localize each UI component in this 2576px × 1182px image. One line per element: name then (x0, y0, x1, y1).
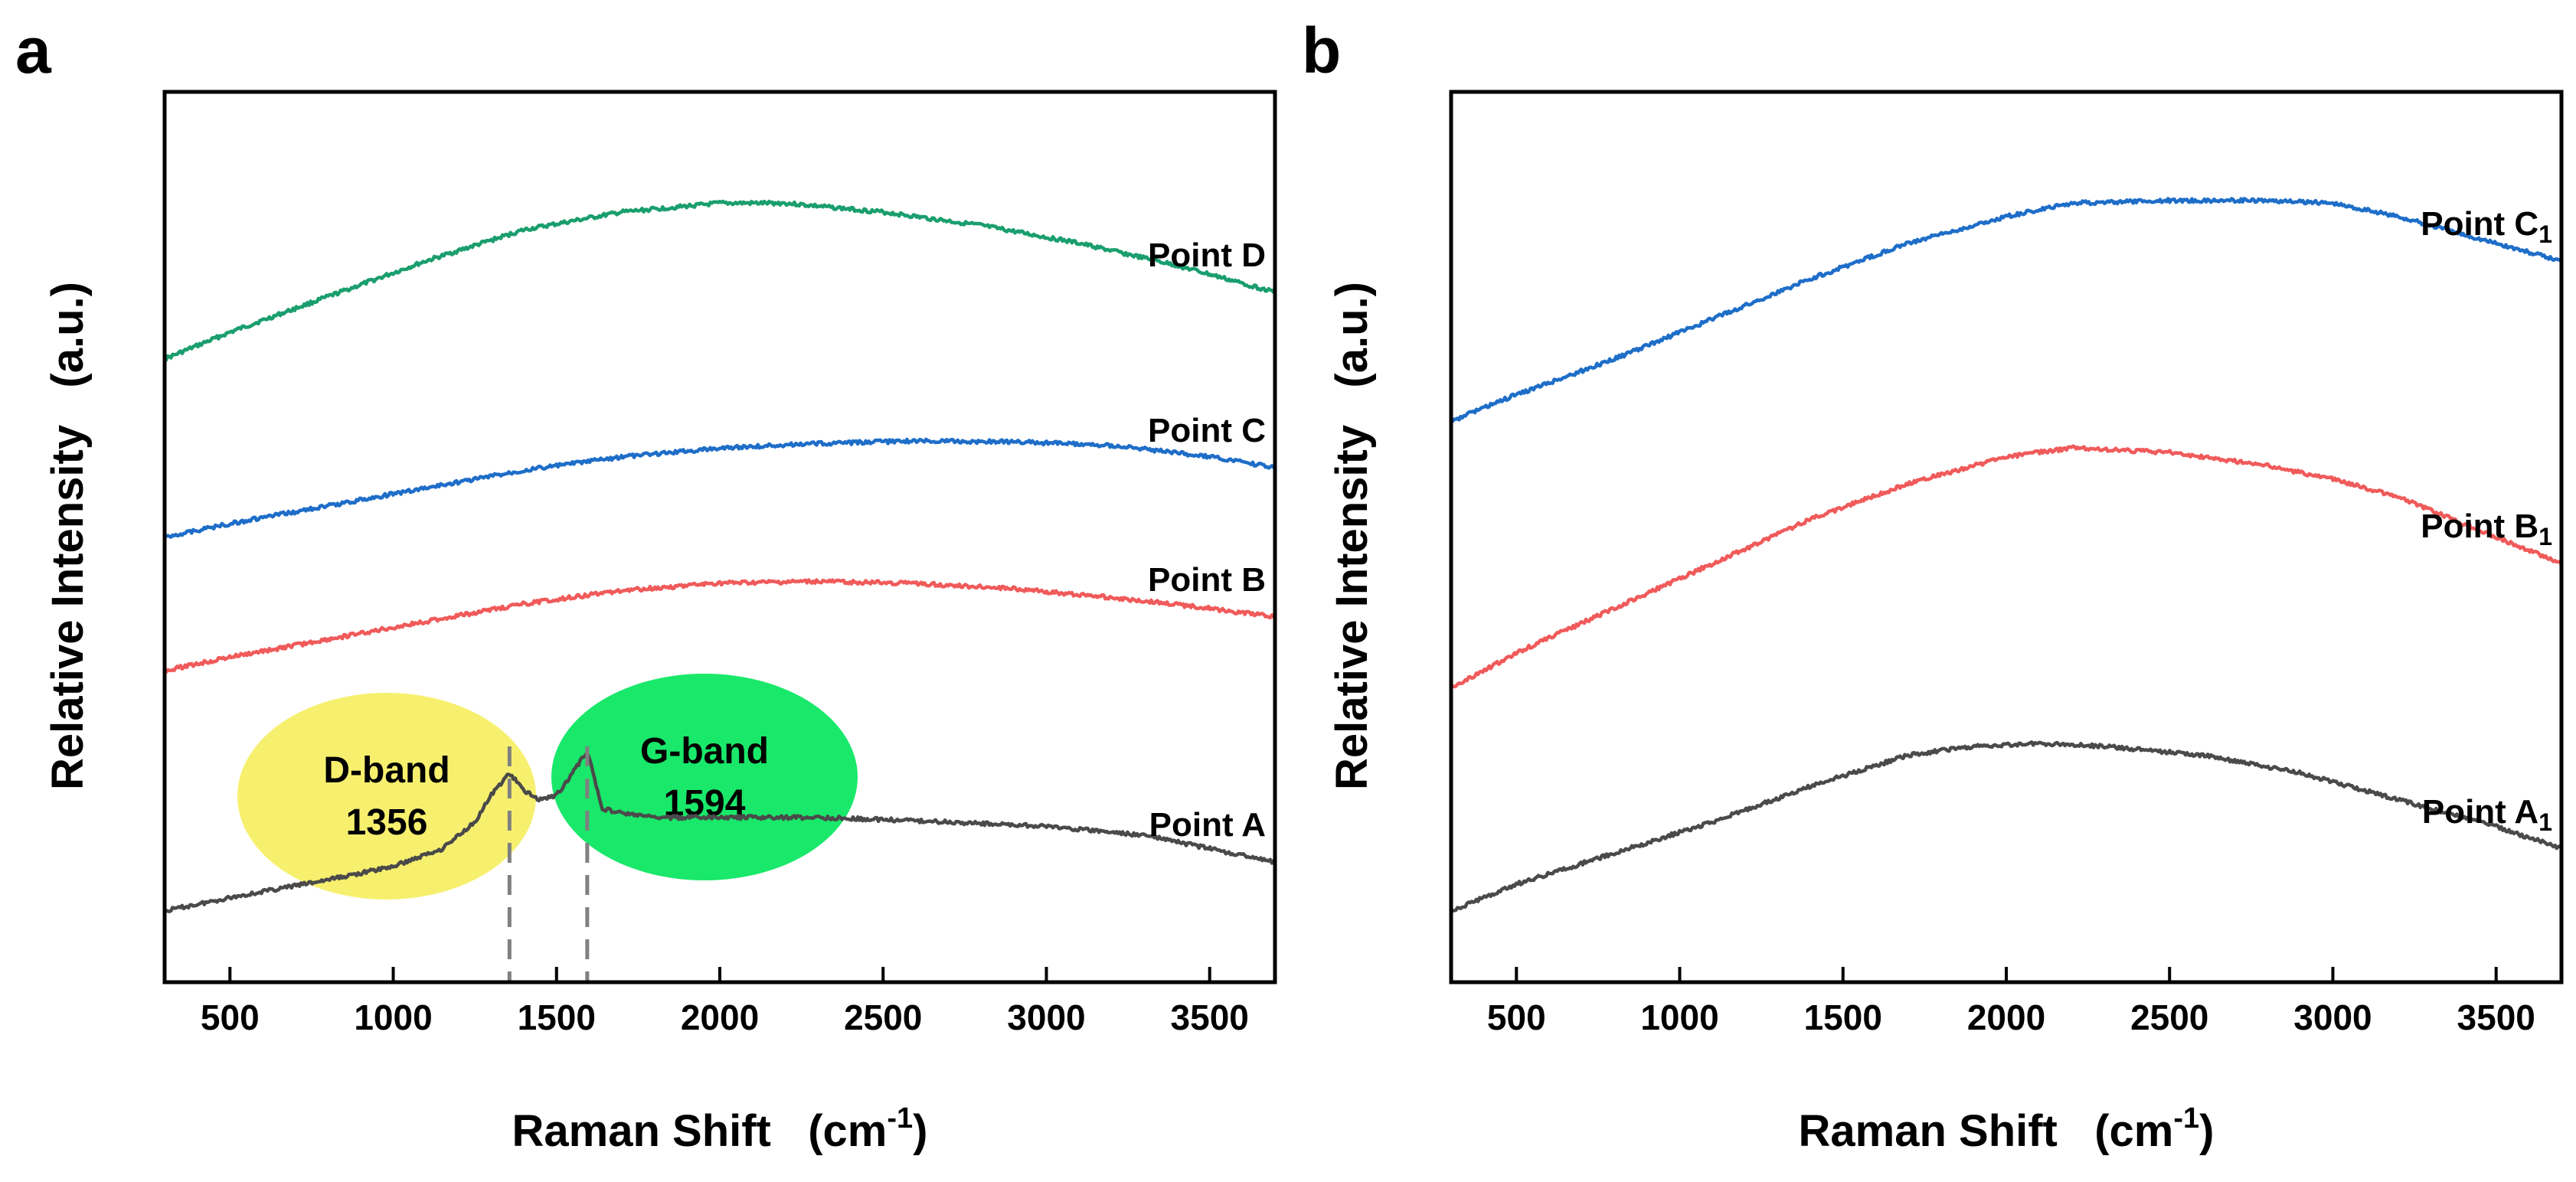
series-label-a-1: Point C (1148, 412, 1266, 449)
band-label-1: G-band (640, 731, 769, 772)
panel-b-series-labels: Point C1 Point B1 Point A1 (2421, 205, 2552, 836)
x-tick-label-b-6: 3500 (2457, 998, 2535, 1037)
series-line-b-1 (1450, 444, 2564, 689)
panel-a-letter: a (15, 15, 52, 87)
x-tick-label-a-3: 2000 (681, 998, 759, 1037)
series-label-sub-b-2: 1 (2538, 808, 2552, 836)
x-tick-label-a-4: 2500 (844, 998, 922, 1037)
x-tick-label-b-4: 2500 (2130, 998, 2208, 1037)
x-tick-label-a-0: 500 (201, 998, 260, 1037)
band-highlight-0 (237, 693, 536, 900)
series-line-a-3 (163, 751, 1276, 913)
band-label-0: D-band (323, 750, 449, 791)
x-tick-label-a-6: 3500 (1171, 998, 1249, 1037)
series-line-a-1 (163, 437, 1277, 539)
panel-b-letter: b (1302, 15, 1341, 87)
panel-b-y-axis-label: Relative Intensity (a.u.) (1327, 282, 1377, 790)
series-label-a-2: Point B (1148, 561, 1266, 599)
panel-b-frame (1449, 90, 2564, 984)
series-line-a-2 (163, 578, 1277, 674)
x-tick-label-b-5: 3000 (2293, 998, 2372, 1037)
series-label-a-3: Point A (1149, 806, 1266, 844)
series-line-a-0 (164, 199, 1276, 362)
x-tick-label-b-1: 1000 (1640, 998, 1718, 1037)
band-value-0: 1356 (346, 802, 428, 843)
panel-a-series-labels: Point D Point C Point B Point A (1148, 237, 1266, 844)
series-label-b-1: Point B1 (2421, 508, 2552, 550)
panel-a-y-axis-label: Relative Intensity (a.u.) (43, 282, 93, 790)
series-label-a-0: Point D (1148, 237, 1266, 274)
panel-a-peak-markers (507, 746, 590, 982)
x-tick-label-b-3: 2000 (1967, 998, 2045, 1037)
panel-a-x-axis-unit-close: ) (913, 1106, 927, 1156)
panel-a-x-axis-unit: (cm (808, 1106, 887, 1156)
panel-b-x-axis-unit-close: ) (2199, 1106, 2214, 1156)
x-tick-label-b-0: 500 (1487, 998, 1546, 1037)
series-label-b-2: Point A1 (2422, 793, 2552, 836)
series-label-sub-b-0: 1 (2538, 220, 2552, 248)
panel-b: b 500 1000 1500 2000 2500 3000 3500 Point C1Po… (1302, 15, 2564, 1156)
x-tick-label-a-1: 1000 (354, 998, 432, 1037)
panel-a-series (163, 199, 1277, 913)
series-label-b-0: Point C1 (2421, 205, 2552, 248)
x-tick-label-b-2: 1500 (1804, 998, 1882, 1037)
series-line-b-2 (1450, 740, 2562, 913)
series-line-b-0 (1450, 197, 2563, 424)
panel-a-x-axis-label: Raman Shift (cm-1) (512, 1102, 928, 1156)
panel-b-x-axis-unit: (cm (2094, 1106, 2173, 1156)
band-highlight-1 (551, 674, 858, 880)
series-label-sub-b-1: 1 (2538, 523, 2552, 550)
x-tick-label-a-2: 1500 (518, 998, 596, 1037)
x-tick-label-a-5: 3000 (1007, 998, 1085, 1037)
panel-a-x-axis: 500 1000 1500 2000 2500 3000 3500 (201, 967, 1249, 1037)
panel-b-x-axis: 500 1000 1500 2000 2500 3000 3500 (1487, 967, 2535, 1037)
panel-a-x-axis-title: Raman Shift (512, 1106, 771, 1156)
panel-b-x-axis-unit-sup: -1 (2173, 1102, 2199, 1135)
panel-b-series (1450, 197, 2564, 913)
panel-b-x-axis-title: Raman Shift (1799, 1106, 2058, 1156)
panel-b-x-axis-label: Raman Shift (cm-1) (1799, 1102, 2215, 1156)
panel-a-x-axis-unit-sup: -1 (887, 1102, 913, 1135)
